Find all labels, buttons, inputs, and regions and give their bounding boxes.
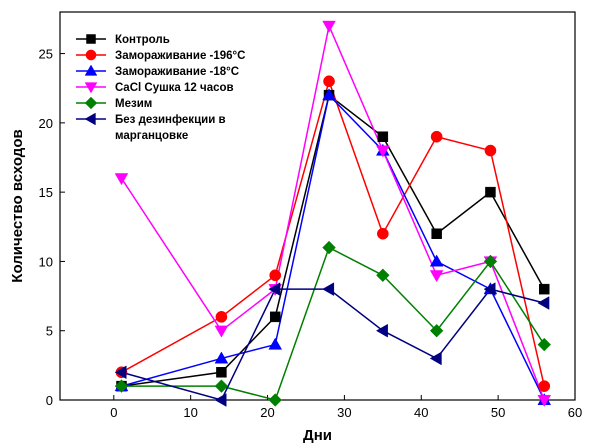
data-point-s1-7 <box>538 380 551 392</box>
data-point-s4-4 <box>376 268 390 283</box>
data-point-s0-1 <box>216 367 227 378</box>
legend-marker-0 <box>86 34 96 44</box>
legend-label-0: Контроль <box>115 34 170 46</box>
data-point-s0-6 <box>485 186 496 198</box>
data-point-s2-2 <box>268 337 283 350</box>
series-line-2 <box>121 93 545 401</box>
data-point-s2-5 <box>429 254 444 267</box>
series-line-3 <box>120 23 545 401</box>
data-point-s1-4 <box>376 227 389 240</box>
data-point-s1-5 <box>430 130 443 143</box>
data-point-s3-3 <box>322 20 336 33</box>
legend-label-2: Замораживание -18°C <box>115 66 239 78</box>
legend-label-3: CaCl Сушка 12 часов <box>115 82 234 94</box>
data-point-s5-1 <box>214 393 227 407</box>
series-line-1 <box>121 78 545 387</box>
data-point-s0-4 <box>377 131 389 142</box>
x-tick-label: 40 <box>414 405 428 420</box>
data-point-s1-6 <box>484 144 497 157</box>
data-point-s5-7 <box>537 296 550 310</box>
legend-label-5: марганцовке <box>115 130 188 142</box>
y-tick-label: 10 <box>39 254 53 269</box>
data-point-s4-3 <box>322 240 336 255</box>
data-point-s3-0 <box>114 173 129 186</box>
data-point-s0-7 <box>539 283 550 295</box>
x-tick-label: 20 <box>260 405 274 420</box>
plot-frame <box>59 11 576 401</box>
axis-ticks: 0 10 20 30 40 50 60 0 5 10 15 20 25 <box>39 47 583 420</box>
data-point-s5-0 <box>114 365 127 380</box>
series-line-4 <box>121 246 545 401</box>
legend-marker-4 <box>84 96 98 110</box>
data-point-s0-5 <box>431 228 442 239</box>
data-point-s2-3 <box>322 88 336 101</box>
y-tick-label: 15 <box>39 185 53 200</box>
legend-label-1: Замораживание -196°C <box>115 50 245 62</box>
data-point-s1-2 <box>269 269 282 282</box>
data-point-s2-1 <box>214 351 229 364</box>
legend-marker-2 <box>84 64 98 76</box>
data-point-s3-1 <box>214 325 229 338</box>
data-point-s4-5 <box>429 323 444 338</box>
legend-marker-5 <box>84 112 96 126</box>
legend-marker-1 <box>85 49 97 61</box>
data-point-s4-7 <box>537 337 552 352</box>
y-tick-label: 25 <box>39 47 53 62</box>
data-point-s4-2 <box>268 393 282 407</box>
legend: Контроль Замораживание -196°C Замораживани… <box>76 34 245 142</box>
series-markers <box>114 20 552 407</box>
x-axis-title: Дни <box>303 427 332 444</box>
series-line-5 <box>121 288 545 401</box>
y-axis-title: Количество всходов <box>9 129 26 282</box>
data-point-s1-1 <box>215 311 228 323</box>
data-point-s3-7 <box>537 394 552 407</box>
x-tick-label: 10 <box>183 405 197 420</box>
x-tick-label: 50 <box>491 405 505 420</box>
data-point-s5-6 <box>483 282 496 296</box>
data-point-s5-5 <box>429 351 442 366</box>
series-lines <box>120 23 545 401</box>
data-point-s5-2 <box>268 282 281 296</box>
y-tick-label: 0 <box>46 393 53 408</box>
data-point-s3-4 <box>376 145 390 158</box>
data-point-s4-1 <box>214 379 229 393</box>
x-tick-label: 30 <box>337 405 351 420</box>
data-point-s1-3 <box>323 75 335 88</box>
data-point-s4-6 <box>483 254 498 269</box>
data-point-s3-5 <box>429 270 444 283</box>
y-tick-label: 20 <box>39 116 53 131</box>
x-tick-label: 60 <box>568 405 582 420</box>
legend-label-4: Мезим <box>115 98 152 110</box>
x-tick-label: 0 <box>110 405 117 420</box>
data-point-s5-3 <box>322 282 335 296</box>
data-point-s4-0 <box>114 379 129 393</box>
data-point-s0-2 <box>269 311 281 323</box>
legend-label-5: Без дезинфекции в <box>115 114 226 126</box>
y-tick-label: 5 <box>46 324 53 339</box>
data-point-s5-4 <box>375 323 388 338</box>
legend-marker-3 <box>84 82 98 94</box>
series-line-0 <box>121 93 545 387</box>
